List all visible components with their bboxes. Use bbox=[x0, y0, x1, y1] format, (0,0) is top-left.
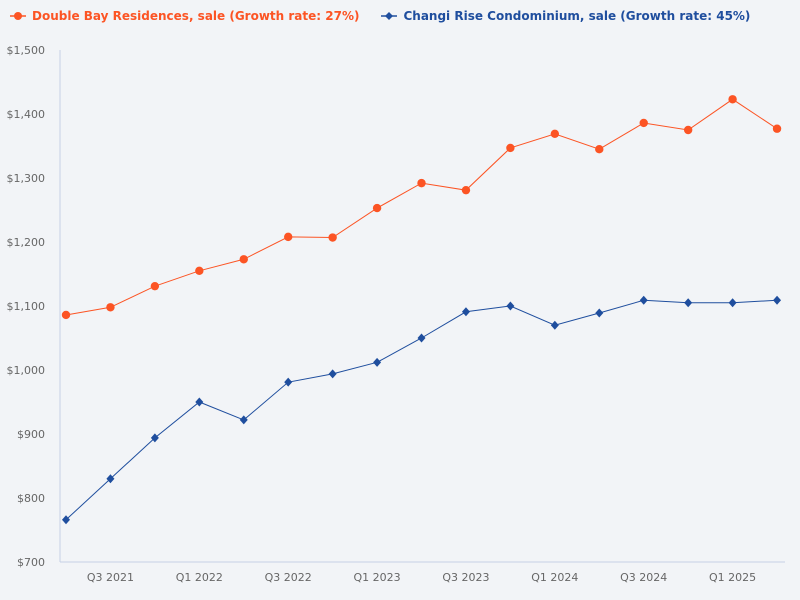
x-tick-label: Q1 2025 bbox=[709, 571, 756, 584]
data-point bbox=[639, 295, 648, 305]
legend-item-changi-rise[interactable]: Changi Rise Condominium, sale (Growth ra… bbox=[381, 9, 750, 23]
series-line-0 bbox=[65, 98, 778, 316]
data-point bbox=[328, 369, 337, 379]
data-point bbox=[284, 377, 293, 387]
data-point bbox=[506, 301, 515, 311]
y-tick-label: $1,200 bbox=[7, 236, 46, 249]
x-tick-label: Q1 2022 bbox=[176, 571, 223, 584]
legend-label: Changi Rise Condominium, sale (Growth ra… bbox=[403, 9, 751, 23]
data-point bbox=[106, 474, 115, 484]
data-point bbox=[728, 298, 737, 308]
data-point bbox=[373, 357, 382, 367]
data-point bbox=[195, 397, 204, 407]
data-point bbox=[62, 515, 70, 525]
data-point bbox=[372, 203, 382, 213]
data-point bbox=[61, 310, 71, 320]
data-point bbox=[772, 124, 782, 133]
data-point bbox=[506, 143, 515, 153]
data-point bbox=[684, 298, 693, 308]
x-tick-label: Q3 2024 bbox=[620, 571, 667, 584]
data-point bbox=[595, 308, 604, 318]
data-point bbox=[106, 303, 115, 312]
y-tick-label: $700 bbox=[17, 556, 45, 569]
y-tick-label: $900 bbox=[17, 428, 45, 441]
x-tick-label: Q3 2023 bbox=[442, 571, 489, 584]
data-point bbox=[328, 233, 337, 242]
legend: Double Bay Residences, sale (Growth rate… bbox=[10, 9, 750, 23]
x-tick-label: Q3 2022 bbox=[265, 571, 312, 584]
x-tick-label: Q1 2024 bbox=[531, 571, 578, 584]
diamond-marker-icon bbox=[381, 12, 398, 20]
y-tick-label: $800 bbox=[17, 492, 45, 505]
data-point bbox=[284, 232, 293, 242]
data-point bbox=[639, 118, 648, 128]
y-tick-label: $1,400 bbox=[7, 108, 46, 121]
data-point bbox=[239, 415, 248, 425]
data-point bbox=[417, 178, 426, 188]
y-tick-label: $1,500 bbox=[7, 44, 46, 57]
legend-item-double-bay[interactable]: Double Bay Residences, sale (Growth rate… bbox=[10, 9, 359, 23]
y-tick-label: $1,300 bbox=[7, 172, 46, 185]
legend-label: Double Bay Residences, sale (Growth rate… bbox=[32, 9, 360, 23]
data-point bbox=[550, 129, 560, 139]
data-point bbox=[150, 281, 160, 291]
data-point bbox=[461, 307, 470, 317]
data-point bbox=[595, 145, 604, 154]
data-point bbox=[239, 255, 248, 264]
x-tick-label: Q1 2023 bbox=[354, 571, 401, 584]
data-point bbox=[195, 266, 204, 275]
x-tick-label: Q3 2021 bbox=[87, 571, 134, 584]
data-point bbox=[728, 95, 737, 104]
y-tick-label: $1,000 bbox=[7, 364, 46, 377]
data-point bbox=[773, 295, 782, 305]
data-point bbox=[417, 333, 426, 343]
circle-marker-icon bbox=[10, 12, 26, 20]
data-point bbox=[150, 433, 159, 443]
series-line-1 bbox=[65, 299, 778, 521]
data-point bbox=[461, 185, 471, 195]
y-tick-label: $1,100 bbox=[7, 300, 46, 313]
data-point bbox=[683, 125, 693, 135]
data-point bbox=[550, 320, 559, 330]
